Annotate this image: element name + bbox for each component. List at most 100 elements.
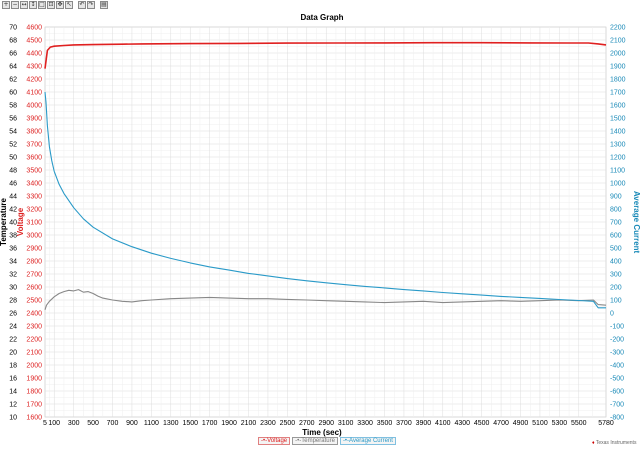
undo-icon[interactable]: ↶ xyxy=(78,1,86,9)
temperature-tick-label: 10 xyxy=(9,415,17,422)
temperature-tick-label: 48 xyxy=(9,168,17,175)
temperature-tick-label: 56 xyxy=(9,116,17,123)
voltage-tick-label: 4500 xyxy=(26,38,42,45)
current-tick-label: 400 xyxy=(610,259,622,266)
series-layer xyxy=(44,41,607,310)
voltage-tick-label: 2200 xyxy=(26,337,42,344)
zoom-box-icon[interactable]: □ xyxy=(38,1,46,9)
voltage-tick-label: 3500 xyxy=(26,168,42,175)
voltage-tick-label: 3800 xyxy=(26,129,42,136)
legend-item-temperature[interactable]: -•-Temperature xyxy=(292,437,338,445)
current-tick-label: 600 xyxy=(610,233,622,240)
voltage-tick-label: 2900 xyxy=(26,246,42,253)
temperature-tick-label: 28 xyxy=(9,298,17,305)
legend-item-average-current[interactable]: -•-Average Current xyxy=(339,437,396,445)
temperature-tick-label: 12 xyxy=(9,402,17,409)
temperature-tick-label: 18 xyxy=(9,363,17,370)
x-tick-label: 3500 xyxy=(377,420,393,427)
temperature-tick-label: 22 xyxy=(9,337,17,344)
x-tick-label: 3100 xyxy=(338,420,354,427)
ti-logo-icon: ♦ xyxy=(592,440,595,446)
voltage-tick-label: 3600 xyxy=(26,155,42,162)
x-tick-label: 5 xyxy=(43,420,47,427)
redo-icon[interactable]: ↷ xyxy=(87,1,95,9)
voltage-tick-label: 2300 xyxy=(26,324,42,331)
current-tick-label: -200 xyxy=(610,337,624,344)
current-tick-label: -500 xyxy=(610,376,624,383)
x-tick-label: 4100 xyxy=(435,420,451,427)
temperature-tick-label: 54 xyxy=(9,129,17,136)
x-tick-label: 1500 xyxy=(182,420,198,427)
x-tick-label: 1300 xyxy=(163,420,179,427)
voltage-tick-label: 4300 xyxy=(26,64,42,71)
legend-item-voltage[interactable]: -•-Voltage xyxy=(258,437,291,445)
series-voltage xyxy=(44,41,607,69)
voltage-tick-label: 4100 xyxy=(26,90,42,97)
voltage-tick-label: 1700 xyxy=(26,402,42,409)
x-tick-label: 100 xyxy=(48,420,60,427)
x-tick-label: 1900 xyxy=(221,420,237,427)
legend-swatch-icon: -•- xyxy=(261,438,268,444)
pan-icon[interactable]: ✥ xyxy=(56,1,64,9)
x-tick-label: 1700 xyxy=(202,420,218,427)
zoom-x-icon[interactable]: ↔ xyxy=(20,1,28,9)
chart-title: Data Graph xyxy=(300,13,343,22)
temperature-tick-label: 14 xyxy=(9,389,17,396)
current-tick-label: 900 xyxy=(610,194,622,201)
voltage-tick-label: 4000 xyxy=(26,103,42,110)
voltage-tick-label: 2600 xyxy=(26,285,42,292)
x-tick-label: 700 xyxy=(107,420,119,427)
current-tick-label: 1900 xyxy=(610,64,626,71)
zoom-fit-icon[interactable]: ⊡ xyxy=(47,1,55,9)
ti-brand-text: Texas Instruments xyxy=(595,440,637,446)
current-tick-label: 1200 xyxy=(610,155,626,162)
temperature-tick-label: 58 xyxy=(9,103,17,110)
x-tick-label: 5500 xyxy=(571,420,587,427)
temperature-tick-label: 36 xyxy=(9,246,17,253)
current-tick-label: -100 xyxy=(610,324,624,331)
current-tick-label: 500 xyxy=(610,246,622,253)
temperature-tick-label: 32 xyxy=(9,272,17,279)
zoom-out-icon[interactable]: − xyxy=(11,1,19,9)
select-icon[interactable]: ↖ xyxy=(65,1,73,9)
voltage-tick-label: 4400 xyxy=(26,51,42,58)
temperature-tick-label: 60 xyxy=(9,90,17,97)
legend: -•-Voltage -•-Temperature -•-Average Cur… xyxy=(258,437,396,445)
x-tick-label: 2100 xyxy=(241,420,257,427)
x-tick-label: 3700 xyxy=(396,420,412,427)
voltage-tick-label: 3900 xyxy=(26,116,42,123)
current-tick-label: 1100 xyxy=(610,168,625,175)
temperature-tick-label: 50 xyxy=(9,155,17,162)
current-tick-label: 1600 xyxy=(610,103,626,110)
voltage-tick-label: 1900 xyxy=(26,376,42,383)
voltage-tick-label: 2400 xyxy=(26,311,42,318)
temperature-tick-label: 42 xyxy=(9,207,17,214)
temperature-tick-label: 30 xyxy=(9,285,17,292)
voltage-tick-label: 3000 xyxy=(26,233,42,240)
voltage-axis-label: Voltage xyxy=(16,207,25,236)
legend-label: Average Current xyxy=(349,438,393,444)
voltage-tick-label: 3100 xyxy=(26,220,42,227)
voltage-tick-label: 4200 xyxy=(26,77,42,84)
current-tick-label: 2000 xyxy=(610,51,626,58)
x-tick-label: 300 xyxy=(68,420,80,427)
series-average-current xyxy=(44,91,606,309)
voltage-tick-label: 2100 xyxy=(26,350,42,357)
zoom-in-icon[interactable]: + xyxy=(2,1,10,9)
zoom-y-icon[interactable]: ↕ xyxy=(29,1,37,9)
toolbar: + − ↔ ↕ □ ⊡ ✥ ↖ ↶ ↷ ▤ xyxy=(0,0,640,11)
voltage-tick-label: 2800 xyxy=(26,259,42,266)
current-tick-label: 700 xyxy=(610,220,622,227)
x-tick-label: 2900 xyxy=(318,420,334,427)
x-tick-label: 4700 xyxy=(493,420,509,427)
current-tick-label: -600 xyxy=(610,389,624,396)
print-icon[interactable]: ▤ xyxy=(100,1,108,9)
current-axis-label: Average Current xyxy=(632,191,640,254)
temperature-tick-label: 46 xyxy=(9,181,17,188)
current-tick-label: -700 xyxy=(610,402,624,409)
voltage-tick-label: 2700 xyxy=(26,272,42,279)
current-tick-label: 1800 xyxy=(610,77,626,84)
temperature-tick-label: 44 xyxy=(9,194,17,201)
current-tick-label: 2100 xyxy=(610,38,626,45)
current-tick-label: -400 xyxy=(610,363,624,370)
